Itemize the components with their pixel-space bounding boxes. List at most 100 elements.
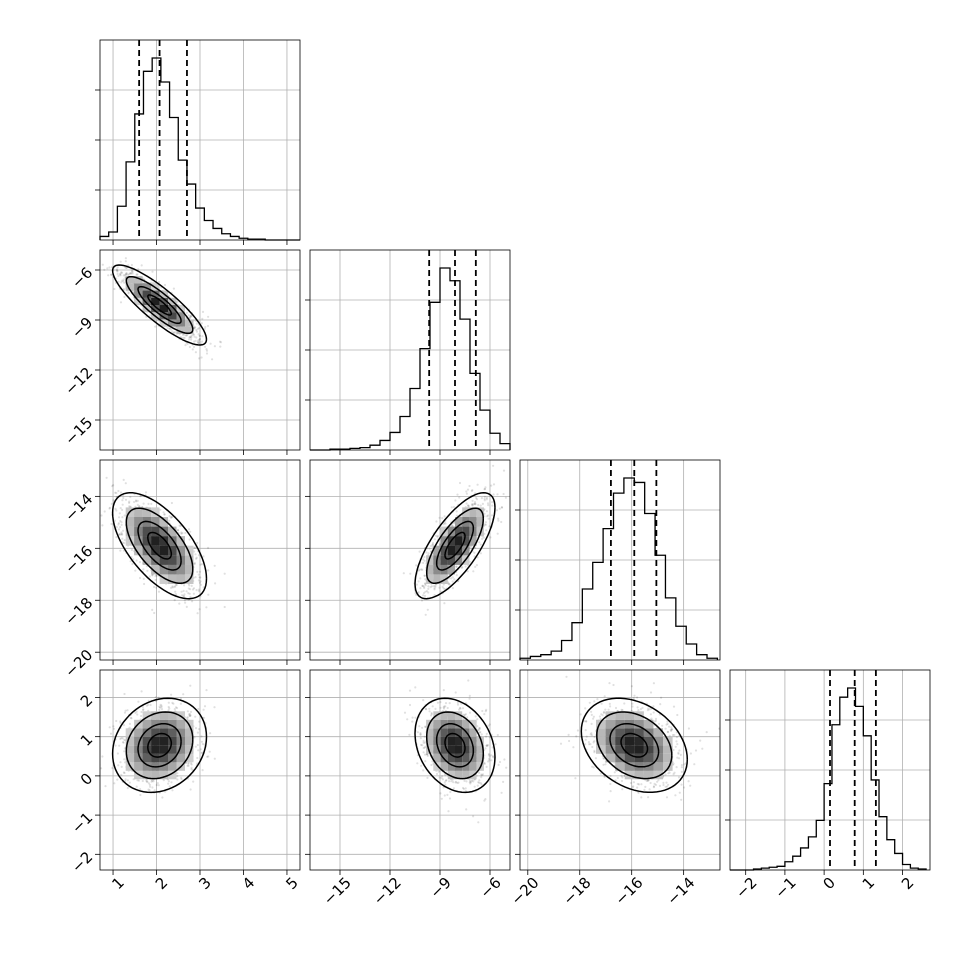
pair-content bbox=[403, 679, 508, 824]
sample-point bbox=[159, 508, 162, 511]
sample-point bbox=[471, 489, 474, 492]
sample-point bbox=[188, 714, 191, 717]
sample-point bbox=[124, 709, 127, 712]
density-cell bbox=[134, 290, 143, 298]
density-cell bbox=[142, 736, 152, 746]
sample-point bbox=[450, 524, 453, 528]
sample-point bbox=[106, 267, 109, 270]
sample-point bbox=[117, 489, 120, 493]
sample-point bbox=[196, 327, 200, 330]
sample-point bbox=[117, 274, 120, 278]
sample-point bbox=[431, 543, 434, 546]
sample-point bbox=[123, 750, 126, 753]
sample-point bbox=[472, 570, 475, 573]
sample-point bbox=[123, 771, 126, 775]
sample-point bbox=[115, 268, 118, 271]
sample-point bbox=[197, 554, 201, 557]
sample-point bbox=[455, 565, 458, 569]
sample-point bbox=[472, 780, 475, 783]
sample-point bbox=[169, 516, 172, 519]
sample-point bbox=[474, 565, 477, 569]
sample-point bbox=[207, 546, 210, 550]
density-cell bbox=[125, 753, 135, 763]
density-cell bbox=[476, 517, 484, 527]
sample-point bbox=[195, 330, 198, 333]
sample-point bbox=[170, 781, 173, 784]
sample-point bbox=[484, 521, 487, 524]
density-cells bbox=[125, 507, 194, 584]
density-cell bbox=[142, 762, 152, 771]
sample-point bbox=[125, 273, 128, 276]
sample-point bbox=[124, 498, 128, 501]
sample-point bbox=[117, 764, 120, 767]
sample-point bbox=[505, 766, 508, 769]
sample-point bbox=[419, 587, 422, 590]
sample-point bbox=[191, 348, 194, 351]
density-cell bbox=[159, 536, 169, 546]
density-cell bbox=[151, 305, 160, 313]
sample-point bbox=[194, 351, 197, 354]
sample-point bbox=[189, 710, 193, 714]
sample-point bbox=[119, 260, 122, 263]
sample-point bbox=[143, 582, 146, 586]
sample-point bbox=[122, 724, 126, 727]
sample-point bbox=[192, 587, 196, 590]
sample-point bbox=[119, 721, 122, 725]
sample-point bbox=[130, 272, 133, 275]
sample-point bbox=[122, 529, 125, 532]
sample-point bbox=[156, 782, 159, 785]
sample-point bbox=[101, 246, 103, 248]
density-cell bbox=[134, 536, 143, 546]
sample-point bbox=[425, 590, 428, 593]
sample-point bbox=[441, 517, 444, 520]
sample-point bbox=[200, 735, 203, 738]
sample-point bbox=[174, 590, 177, 593]
sample-point bbox=[197, 339, 200, 342]
density-cell bbox=[447, 545, 455, 556]
sample-point bbox=[195, 589, 198, 592]
sample-point bbox=[189, 315, 192, 318]
sample-point bbox=[134, 499, 138, 502]
density-cell bbox=[433, 545, 441, 556]
sample-point bbox=[465, 780, 468, 783]
sample-point bbox=[188, 713, 192, 716]
sample-point bbox=[108, 726, 111, 729]
density-cell bbox=[176, 745, 185, 754]
sample-point bbox=[182, 595, 185, 598]
sample-point bbox=[119, 526, 122, 529]
sample-point bbox=[425, 551, 428, 554]
sample-point bbox=[115, 526, 118, 529]
sample-point bbox=[447, 582, 451, 585]
sample-point bbox=[140, 714, 143, 718]
sample-point bbox=[480, 776, 483, 779]
sample-point bbox=[196, 612, 199, 615]
sample-point bbox=[173, 585, 176, 589]
sample-point bbox=[185, 334, 188, 337]
density-cell bbox=[134, 276, 143, 284]
density-cell bbox=[159, 564, 169, 575]
sample-point bbox=[132, 558, 135, 561]
sample-point bbox=[120, 532, 123, 536]
sample-point bbox=[121, 537, 124, 540]
sample-point bbox=[118, 533, 121, 536]
sample-point bbox=[120, 737, 123, 740]
sample-point bbox=[424, 590, 427, 593]
sample-point bbox=[189, 762, 193, 765]
sample-point bbox=[483, 499, 486, 502]
sample-point bbox=[136, 713, 139, 716]
contour-3 bbox=[111, 264, 208, 346]
density-cell bbox=[447, 564, 455, 575]
sample-point bbox=[474, 503, 477, 506]
sample-point bbox=[420, 599, 424, 602]
sample-point bbox=[116, 752, 119, 755]
sample-point bbox=[121, 503, 124, 506]
sample-point bbox=[193, 335, 196, 338]
sample-point bbox=[422, 585, 425, 588]
sample-point bbox=[487, 504, 490, 507]
sample-point bbox=[167, 294, 171, 297]
sample-point bbox=[121, 533, 124, 536]
sample-point bbox=[101, 755, 104, 758]
sample-point bbox=[189, 336, 192, 339]
sample-point bbox=[455, 574, 458, 577]
sample-point bbox=[181, 333, 185, 336]
